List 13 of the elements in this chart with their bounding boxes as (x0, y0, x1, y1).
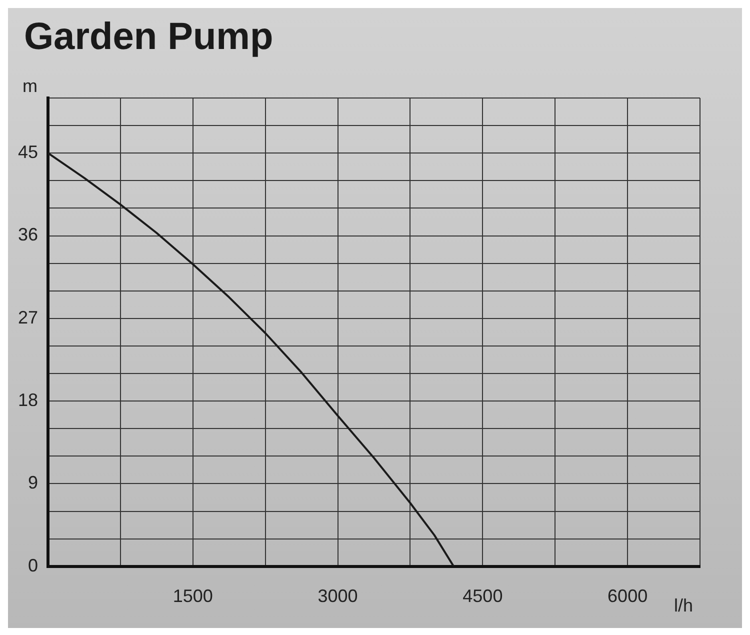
y-tick-label: 27 (18, 307, 38, 328)
y-axis-title: m (22, 76, 38, 96)
x-tick-label: 6000 (608, 586, 648, 606)
chart-title: Garden Pump (23, 15, 274, 60)
x-tick-label: 3000 (318, 586, 358, 606)
y-tick-label: 18 (18, 390, 38, 410)
y-tick-label: 9 (28, 472, 38, 493)
y-tick-label: 0 (28, 555, 38, 576)
y-tick-label: 36 (18, 224, 38, 245)
x-tick-label: 4500 (462, 586, 503, 606)
x-axis-title: l/h (674, 595, 694, 616)
x-tick-label: 1500 (172, 586, 213, 606)
y-tick-label: 45 (18, 142, 38, 162)
